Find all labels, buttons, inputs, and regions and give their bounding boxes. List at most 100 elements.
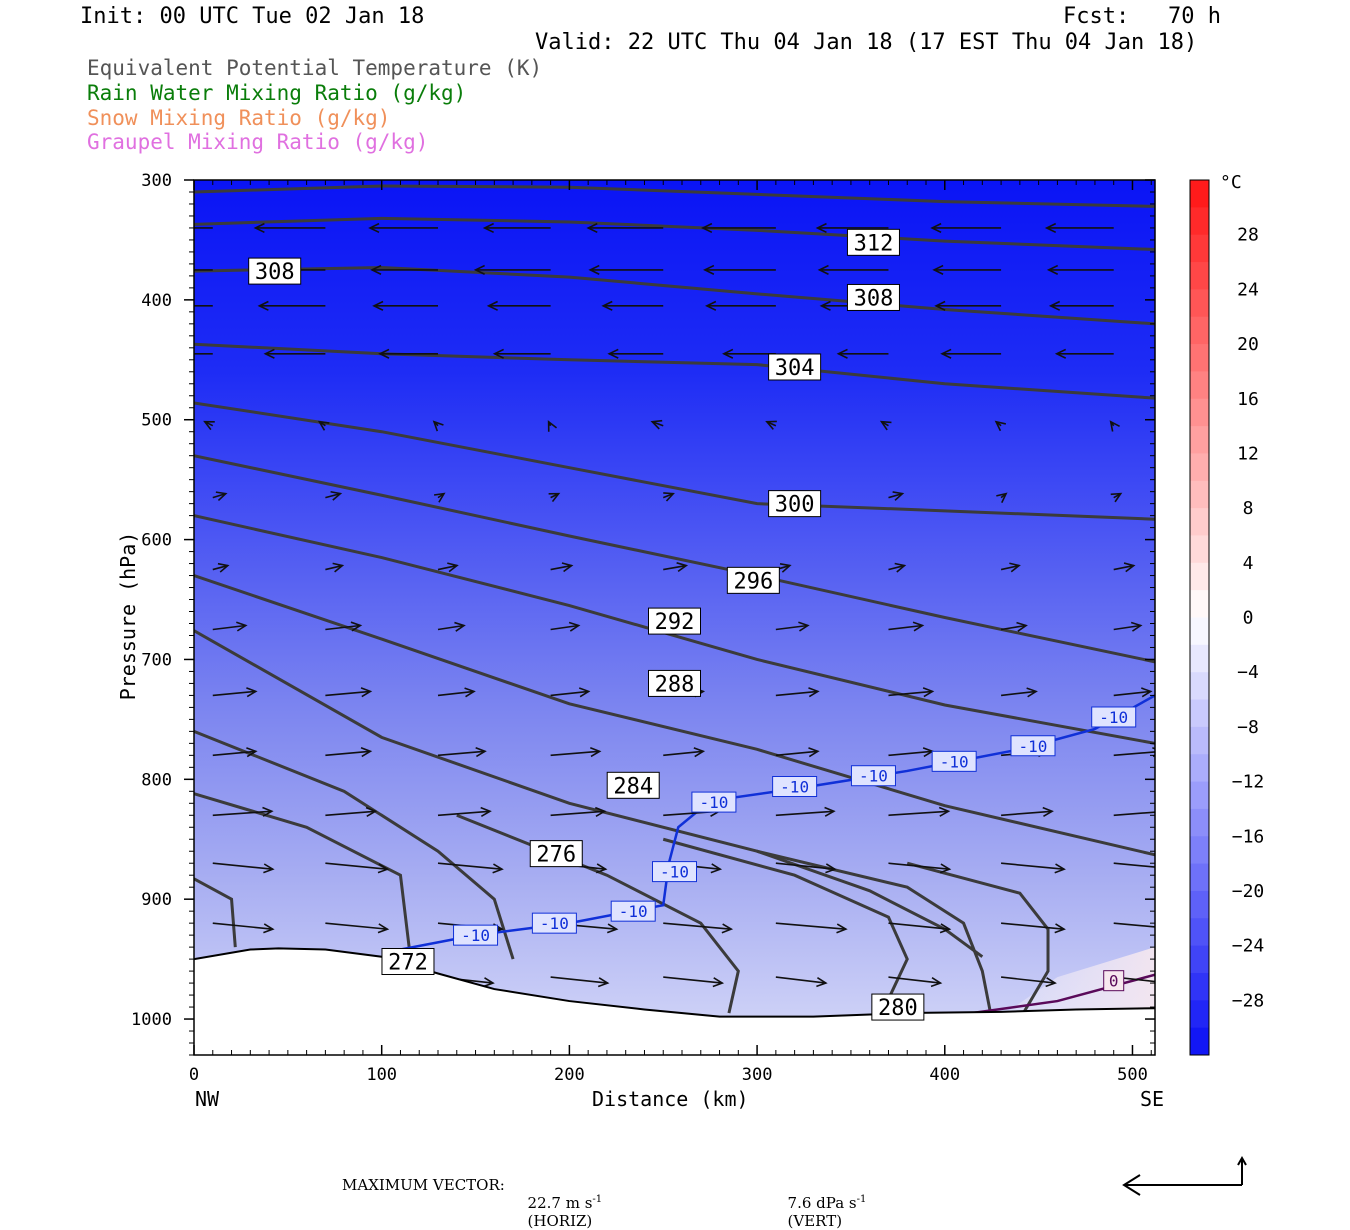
wind-vector xyxy=(212,687,258,698)
wind-vector xyxy=(1000,687,1038,698)
isotherm-label-text: -10 xyxy=(940,752,969,771)
wind-vector xyxy=(492,348,551,359)
wind-vector xyxy=(586,222,664,234)
y-tick-label: 700 xyxy=(141,650,172,670)
colorbar-swatch xyxy=(1190,207,1209,236)
colorbar-swatch xyxy=(1190,1027,1209,1056)
wind-vector xyxy=(437,747,487,758)
wind-vector xyxy=(253,222,326,234)
wind-vector xyxy=(433,492,446,503)
wind-vector xyxy=(934,300,1002,311)
theta-e-contour-lower xyxy=(194,877,237,948)
isotherm-label: -10 xyxy=(772,776,818,798)
wind-vector xyxy=(486,300,551,311)
theta-e-label: 280 xyxy=(871,993,925,1021)
wind-vector xyxy=(550,976,610,988)
isotherm-label-text: -10 xyxy=(461,926,490,945)
x-tick-label: 300 xyxy=(742,1065,773,1085)
valid-time: Valid: 22 UTC Thu 04 Jan 18 (17 EST Thu … xyxy=(535,30,1198,55)
theta-e-label: 308 xyxy=(846,283,900,311)
legend-theta-e: Equivalent Potential Temperature (K) xyxy=(87,56,543,80)
wind-vector xyxy=(370,264,439,275)
theta-e-label: 276 xyxy=(529,840,583,868)
colorbar-frame xyxy=(1189,179,1210,1056)
wind-vector xyxy=(1054,348,1114,359)
wind-vector xyxy=(212,491,228,502)
theta-e-label: 292 xyxy=(648,607,701,635)
cross-section-chart: 312308308304300296292288284276272280-10-… xyxy=(131,171,1265,1085)
wind-vector xyxy=(701,222,776,234)
theta-e-contour-lower xyxy=(662,837,909,1020)
wind-vector xyxy=(607,348,664,359)
wind-vector xyxy=(325,747,373,758)
wind-vector xyxy=(775,687,820,698)
wind-vector xyxy=(194,269,213,271)
theta-e-contour-lower xyxy=(194,729,515,960)
theta-e-label: 304 xyxy=(768,353,822,381)
wind-vector xyxy=(888,491,905,501)
max-vector-vert-value: 7.6 dPa s xyxy=(787,1194,857,1212)
theta-e-label-text: 280 xyxy=(878,996,918,1021)
wind-vector xyxy=(378,348,439,359)
isotherm-label: -10 xyxy=(691,791,737,813)
forecast-hour-value: 70 h xyxy=(1168,4,1221,29)
wind-vector xyxy=(817,264,889,275)
wind-vector xyxy=(437,562,459,573)
x-axis-right-label: SE xyxy=(1140,1087,1165,1111)
wind-vector xyxy=(212,562,230,573)
wind-vector xyxy=(888,687,935,698)
wind-vector xyxy=(550,562,574,573)
colorbar-swatch xyxy=(1190,426,1209,454)
wind-vector xyxy=(325,806,378,818)
theta-e-contour-300 xyxy=(194,401,1155,521)
wind-vector xyxy=(368,222,439,234)
wind-vector xyxy=(879,420,892,431)
theta-e-contour-312 xyxy=(194,184,1155,208)
colorbar-swatch xyxy=(1190,562,1209,591)
wind-vector xyxy=(1001,976,1057,988)
colorbar-swatch xyxy=(1190,672,1209,701)
wind-vector xyxy=(703,264,776,275)
wind-vector xyxy=(775,806,836,817)
colorbar-swatch xyxy=(1190,863,1209,892)
theta-e-label: 308 xyxy=(248,257,302,285)
theta-e-contour-304 xyxy=(194,342,1155,400)
wind-vector xyxy=(194,353,213,355)
wind-vector xyxy=(550,806,607,817)
wind-vector xyxy=(1113,687,1153,698)
isotherm-label-text: -10 xyxy=(1099,708,1128,727)
max-vector-vert-unit: (VERT) xyxy=(787,1212,843,1230)
wind-vector xyxy=(1110,492,1123,503)
forecast-hour-label: Fcst: xyxy=(1063,4,1130,29)
wind-vector xyxy=(663,922,734,934)
colorbar-label: 20 xyxy=(1237,334,1259,355)
colorbar-swatch xyxy=(1190,371,1209,400)
wind-vector xyxy=(263,348,326,359)
wind-vector xyxy=(212,862,275,874)
y-tick-label: 1000 xyxy=(131,1010,172,1030)
y-tick-label: 900 xyxy=(141,890,172,910)
colorbar-swatch xyxy=(1190,781,1209,810)
wind-vector xyxy=(888,806,951,817)
colorbar-label: −16 xyxy=(1232,826,1265,847)
colorbar-swatch xyxy=(1190,890,1209,919)
wind-vector xyxy=(940,348,1002,359)
wind-vector xyxy=(888,976,943,988)
colorbar-swatch xyxy=(1190,617,1209,646)
theta-e-label-text: 284 xyxy=(613,774,653,799)
colorbar-swatch xyxy=(1190,726,1209,755)
colorbar-label: −24 xyxy=(1232,936,1265,957)
y-tick-label: 400 xyxy=(141,291,172,311)
theta-e-contour-lower xyxy=(194,792,412,954)
y-tick-label: 500 xyxy=(141,411,172,431)
wind-vector xyxy=(765,420,777,430)
wind-vector xyxy=(550,746,602,758)
colorbar-swatch xyxy=(1190,808,1209,837)
wind-vector xyxy=(547,420,558,432)
wind-vector xyxy=(1113,811,1155,817)
wind-vector xyxy=(815,222,889,234)
wind-vector xyxy=(317,420,330,431)
wind-vector xyxy=(325,490,343,501)
theta-e-label: 284 xyxy=(606,771,660,799)
y-axis-title: Pressure (hPa) xyxy=(116,531,140,701)
